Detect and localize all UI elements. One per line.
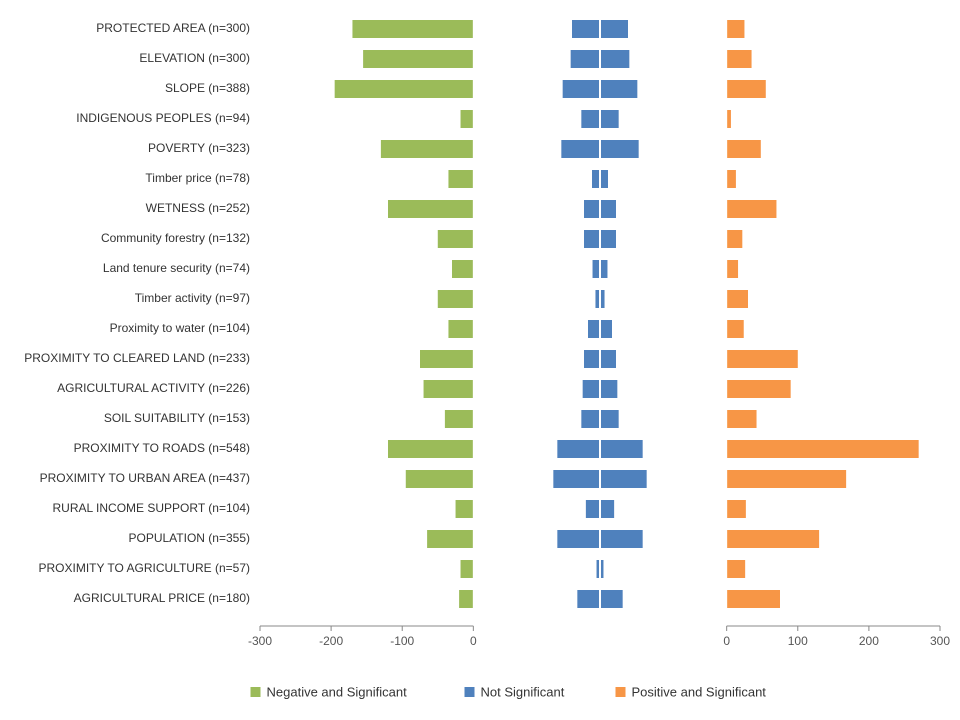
category-label: PROXIMITY TO URBAN AREA (n=437)	[40, 471, 250, 485]
bar-pos	[727, 530, 819, 548]
bar-neg	[427, 530, 473, 548]
bar-pos	[727, 170, 736, 188]
bar-pos	[727, 20, 745, 38]
legend-swatch	[251, 687, 261, 697]
bar-neg	[424, 380, 474, 398]
legend-swatch	[465, 687, 475, 697]
bar-neg	[438, 290, 474, 308]
category-label: PROXIMITY TO AGRICULTURE (n=57)	[39, 561, 251, 575]
bar-neg	[461, 560, 474, 578]
bar-pos	[727, 290, 748, 308]
bar-neg	[406, 470, 474, 488]
legend-label: Positive and Significant	[632, 684, 767, 699]
bar-neg	[388, 200, 473, 218]
axis-tick-label: 300	[930, 634, 950, 648]
axis-tick-label: 100	[788, 634, 808, 648]
bar-neg	[335, 80, 474, 98]
category-label: ELEVATION (n=300)	[139, 51, 250, 65]
category-label: AGRICULTURAL PRICE (n=180)	[74, 591, 250, 605]
category-label: SOIL SUITABILITY (n=153)	[104, 411, 250, 425]
bar-pos	[727, 110, 731, 128]
bar-pos	[727, 380, 791, 398]
bar-neg	[388, 440, 473, 458]
bar-pos	[727, 470, 846, 488]
bar-pos	[727, 260, 738, 278]
category-label: PROXIMITY TO CLEARED LAND (n=233)	[24, 351, 250, 365]
bar-neg	[445, 410, 473, 428]
bar-pos	[727, 320, 744, 338]
chart-container: PROTECTED AREA (n=300) ELEVATION (n=300) S…	[0, 0, 960, 720]
bar-neg	[448, 170, 473, 188]
bar-neg	[352, 20, 473, 38]
category-label: INDIGENOUS PEOPLES (n=94)	[76, 111, 250, 125]
axis-tick-label: 200	[859, 634, 879, 648]
bar-pos	[727, 560, 745, 578]
legend-label: Not Significant	[481, 684, 565, 699]
category-label: PROTECTED AREA (n=300)	[96, 21, 250, 35]
bar-neg	[363, 50, 473, 68]
bar-pos	[727, 140, 761, 158]
bar-neg	[459, 590, 473, 608]
axis-tick-label: -300	[248, 634, 272, 648]
bar-pos	[727, 80, 766, 98]
category-label: POPULATION (n=355)	[129, 531, 251, 545]
bar-neg	[448, 320, 473, 338]
bar-pos	[727, 230, 743, 248]
category-label: AGRICULTURAL ACTIVITY (n=226)	[57, 381, 250, 395]
category-label: Community forestry (n=132)	[101, 231, 250, 245]
axis-tick-label: 0	[470, 634, 477, 648]
axis-tick-label: 0	[723, 634, 730, 648]
bar-pos	[727, 50, 752, 68]
bar-pos	[727, 410, 757, 428]
category-label: Timber price (n=78)	[145, 171, 250, 185]
bar-pos	[727, 350, 798, 368]
category-label: SLOPE (n=388)	[165, 81, 250, 95]
legend-swatch	[616, 687, 626, 697]
bar-neg	[438, 230, 474, 248]
bar-neg	[461, 110, 474, 128]
bar-neg	[381, 140, 473, 158]
category-label: PROXIMITY TO ROADS (n=548)	[74, 441, 250, 455]
bar-neg	[420, 350, 473, 368]
bar-pos	[727, 590, 780, 608]
category-label: Timber activity (n=97)	[135, 291, 250, 305]
bar-pos	[727, 440, 919, 458]
bar-neg	[456, 500, 474, 518]
bar-pos	[727, 500, 746, 518]
category-label: POVERTY (n=323)	[148, 141, 250, 155]
axis-tick-label: -200	[319, 634, 343, 648]
category-label: WETNESS (n=252)	[146, 201, 250, 215]
category-label: Proximity to water (n=104)	[110, 321, 250, 335]
category-label: RURAL INCOME SUPPORT (n=104)	[52, 501, 250, 515]
category-label: Land tenure security (n=74)	[103, 261, 250, 275]
axis-tick-label: -100	[390, 634, 414, 648]
bar-pos	[727, 200, 777, 218]
bar-neg	[452, 260, 473, 278]
chart-svg: PROTECTED AREA (n=300) ELEVATION (n=300) S…	[0, 0, 960, 720]
legend-label: Negative and Significant	[267, 684, 408, 699]
